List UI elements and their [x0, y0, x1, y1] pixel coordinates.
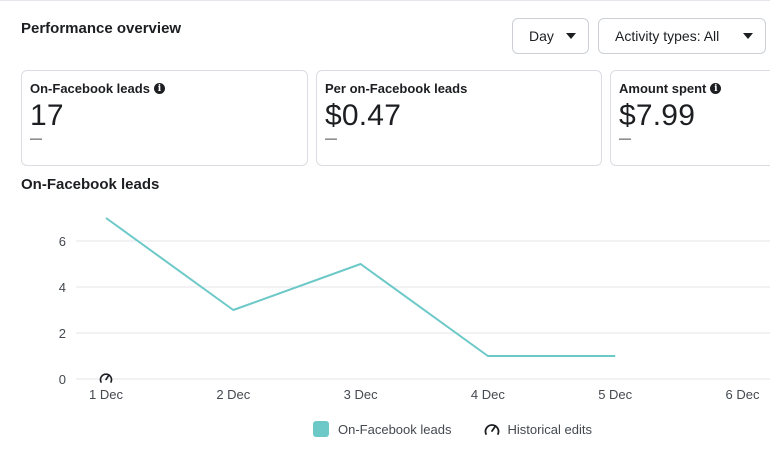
- metric-value: 17: [30, 99, 64, 132]
- metric-change: —: [30, 131, 42, 145]
- top-divider: [0, 0, 770, 1]
- metric-label: Per on-Facebook leads: [325, 81, 593, 96]
- y-tick-label: 6: [59, 234, 66, 249]
- activity-types-dropdown[interactable]: Activity types: All: [598, 18, 766, 54]
- x-tick-label: 5 Dec: [598, 387, 632, 402]
- x-tick-label: 2 Dec: [216, 387, 250, 402]
- chart-title: On-Facebook leads: [21, 176, 160, 193]
- metric-card-amount-spent[interactable]: Amount spent i $7.99 —: [610, 70, 770, 166]
- info-icon[interactable]: i: [153, 83, 165, 94]
- legend-item-historical-edits[interactable]: Historical edits: [483, 421, 592, 437]
- metric-label-text: Amount spent: [619, 81, 707, 96]
- x-tick-label: 1 Dec: [89, 387, 123, 402]
- metric-card-on-facebook-leads[interactable]: On-Facebook leads i 17 —: [21, 70, 308, 166]
- day-dropdown[interactable]: Day: [512, 18, 589, 54]
- metric-value: $7.99: [619, 99, 696, 132]
- metric-label-text: On-Facebook leads: [30, 81, 150, 96]
- metric-value: $0.47: [325, 99, 402, 132]
- x-tick-label: 3 Dec: [344, 387, 378, 402]
- caret-down-icon: [743, 33, 753, 39]
- historical-edit-icon: [99, 373, 113, 383]
- x-tick-label: 4 Dec: [471, 387, 505, 402]
- metric-card-per-on-facebook-leads[interactable]: Per on-Facebook leads $0.47 —: [316, 70, 602, 166]
- x-tick-label: 6 Dec: [726, 387, 760, 402]
- legend-item-leads[interactable]: On-Facebook leads: [313, 421, 451, 437]
- metric-change: —: [325, 131, 337, 145]
- y-tick-label: 4: [59, 280, 66, 295]
- metric-label: Amount spent i: [619, 81, 770, 96]
- legend-label: Historical edits: [507, 421, 592, 437]
- legend-label: On-Facebook leads: [338, 421, 452, 437]
- chart-legend: On-Facebook leads Historical edits: [313, 421, 624, 437]
- caret-down-icon: [566, 33, 576, 39]
- y-tick-label: 0: [59, 372, 66, 387]
- y-tick-label: 2: [59, 326, 66, 341]
- metric-change: —: [619, 131, 631, 145]
- info-icon[interactable]: i: [710, 83, 722, 94]
- metric-label-text: Per on-Facebook leads: [325, 81, 468, 96]
- activity-types-dropdown-label: Activity types: All: [615, 28, 720, 44]
- day-dropdown-label: Day: [529, 28, 554, 44]
- page-title: Performance overview: [21, 20, 182, 37]
- metric-label: On-Facebook leads i: [30, 81, 299, 96]
- historical-edit-icon: [483, 421, 501, 437]
- legend-swatch: [313, 421, 329, 437]
